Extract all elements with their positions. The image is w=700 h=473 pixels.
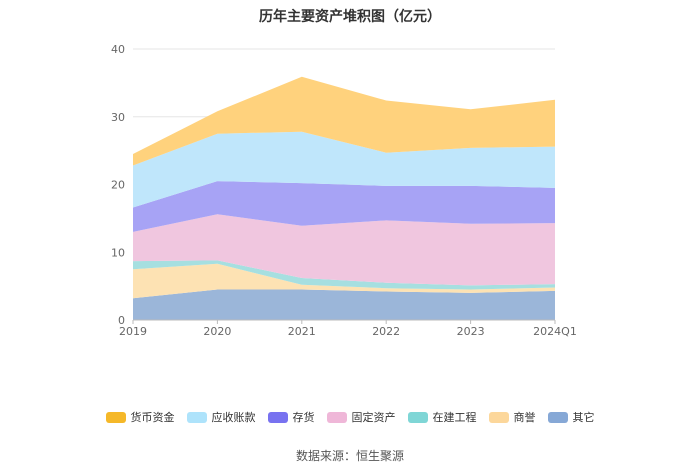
x-tick-label-2: 2021: [288, 325, 316, 338]
chart-title: 历年主要资产堆积图（亿元）: [259, 9, 441, 25]
data-source: 数据来源：恒生聚源: [295, 449, 404, 463]
legend-item-1[interactable]: 应收账款: [186, 409, 256, 425]
legend-label-6: 其它: [572, 411, 595, 424]
legend-swatch-6: [547, 411, 568, 423]
legend-swatch-2: [267, 411, 288, 423]
legend-item-5[interactable]: 商誉: [488, 409, 536, 425]
x-tick-label-1: 2020: [203, 325, 231, 338]
legend-label-2: 存货: [292, 411, 315, 424]
x-tick-label-0: 2019: [119, 325, 147, 338]
y-tick-label-4: 40: [111, 43, 125, 56]
y-tick-label-1: 10: [111, 246, 125, 259]
legend-item-6[interactable]: 其它: [547, 409, 595, 425]
area-series-0: [133, 289, 555, 320]
legend-item-3[interactable]: 固定资产: [326, 409, 396, 425]
legend-item-2[interactable]: 存货: [267, 409, 315, 425]
area-series-6: [133, 76, 555, 166]
legend-swatch-0: [105, 411, 126, 423]
y-tick-label-0: 0: [118, 314, 125, 327]
area-series-1: [133, 263, 555, 299]
area-series-3: [133, 214, 555, 286]
area-series-5: [133, 131, 555, 208]
x-tick-label-3: 2022: [372, 325, 400, 338]
legend-label-5: 商誉: [513, 411, 536, 424]
y-tick-label-3: 30: [111, 111, 125, 124]
x-tick-label-4: 2023: [457, 325, 485, 338]
legend-label-3: 固定资产: [351, 411, 396, 424]
area-series-4: [133, 181, 555, 232]
legend-item-0[interactable]: 货币资金: [105, 409, 175, 425]
legend-swatch-5: [488, 411, 509, 423]
legend-label-0: 货币资金: [130, 411, 175, 424]
legend-swatch-1: [186, 411, 207, 423]
legend-label-1: 应收账款: [211, 411, 256, 424]
legend-swatch-4: [407, 411, 428, 423]
legend-item-4[interactable]: 在建工程: [407, 409, 477, 425]
chart-legend: 货币资金 应收账款 存货 固定资产 在建工程 商誉 其它: [0, 409, 700, 425]
x-tick-label-5: 2024Q1: [533, 325, 577, 338]
y-tick-label-2: 20: [111, 179, 125, 192]
legend-label-4: 在建工程: [432, 411, 477, 424]
legend-swatch-3: [326, 411, 347, 423]
area-series-2: [133, 260, 555, 290]
